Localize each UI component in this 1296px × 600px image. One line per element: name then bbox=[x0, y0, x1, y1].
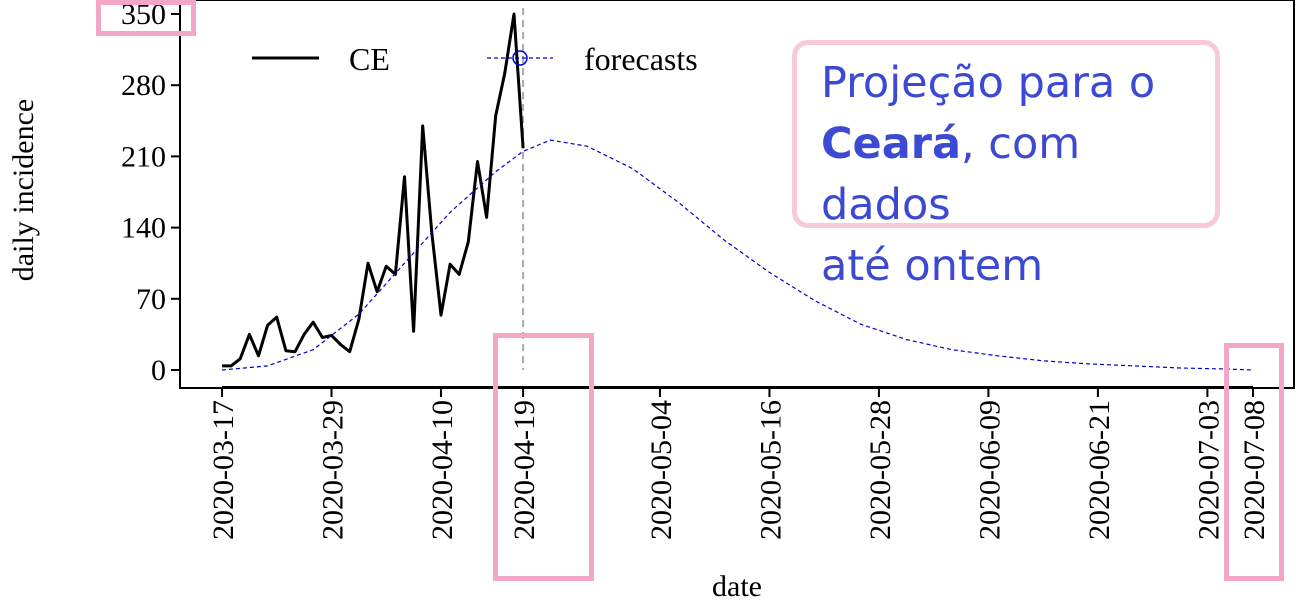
y-tick-label: 0 bbox=[151, 354, 166, 387]
legend-forecast-label: forecasts bbox=[584, 41, 698, 77]
legend-ce-label: CE bbox=[349, 41, 390, 77]
legend-forecast-marker bbox=[512, 50, 528, 66]
callout-line2-rest: , com dados bbox=[821, 119, 1081, 230]
x-tick-label: 2020-04-10 bbox=[426, 400, 459, 540]
legend: CE forecasts bbox=[252, 41, 698, 77]
x-tick-label: 2020-05-04 bbox=[645, 400, 678, 540]
y-axis: 0 70 140 210 280 350 bbox=[121, 0, 181, 387]
y-tick-label: 350 bbox=[121, 0, 166, 31]
x-tick-label: 2020-07-03 bbox=[1192, 400, 1225, 540]
y-tick-label: 140 bbox=[121, 212, 166, 245]
y-tick-label: 280 bbox=[121, 69, 166, 102]
y-tick-label: 210 bbox=[121, 140, 166, 173]
x-tick-label: 2020-04-19 bbox=[508, 400, 541, 540]
y-axis-title: daily incidence bbox=[7, 99, 40, 281]
series-ce-line bbox=[222, 12, 525, 368]
x-tick-label: 2020-06-09 bbox=[973, 400, 1006, 540]
series-forecasts-line bbox=[221, 139, 1254, 371]
highlight-ytick-350 bbox=[96, 0, 196, 36]
annotation-callout: Projeção para o Ceará, com dados até ont… bbox=[792, 40, 1220, 291]
callout-bold-state: Ceará bbox=[821, 119, 961, 169]
callout-line1: Projeção para o bbox=[821, 58, 1156, 108]
x-tick-label: 2020-07-08 bbox=[1238, 400, 1271, 540]
highlight-xtick-2020-07-08 bbox=[1224, 343, 1284, 581]
x-tick-label: 2020-03-17 bbox=[207, 400, 240, 540]
x-axis: 2020-03-17 2020-03-29 2020-04-10 2020-04-19… bbox=[207, 386, 1271, 540]
x-tick-label: 2020-03-29 bbox=[316, 400, 349, 540]
x-tick-label: 2020-05-28 bbox=[864, 400, 897, 540]
highlight-xtick-2020-04-19 bbox=[493, 333, 594, 581]
series-layer bbox=[221, 12, 1254, 371]
y-tick-label: 70 bbox=[136, 283, 166, 316]
x-axis-title: date bbox=[712, 570, 762, 600]
x-tick-label: 2020-06-21 bbox=[1083, 400, 1116, 540]
x-tick-label: 2020-05-16 bbox=[754, 400, 787, 540]
callout-line3: até ontem bbox=[821, 241, 1044, 291]
